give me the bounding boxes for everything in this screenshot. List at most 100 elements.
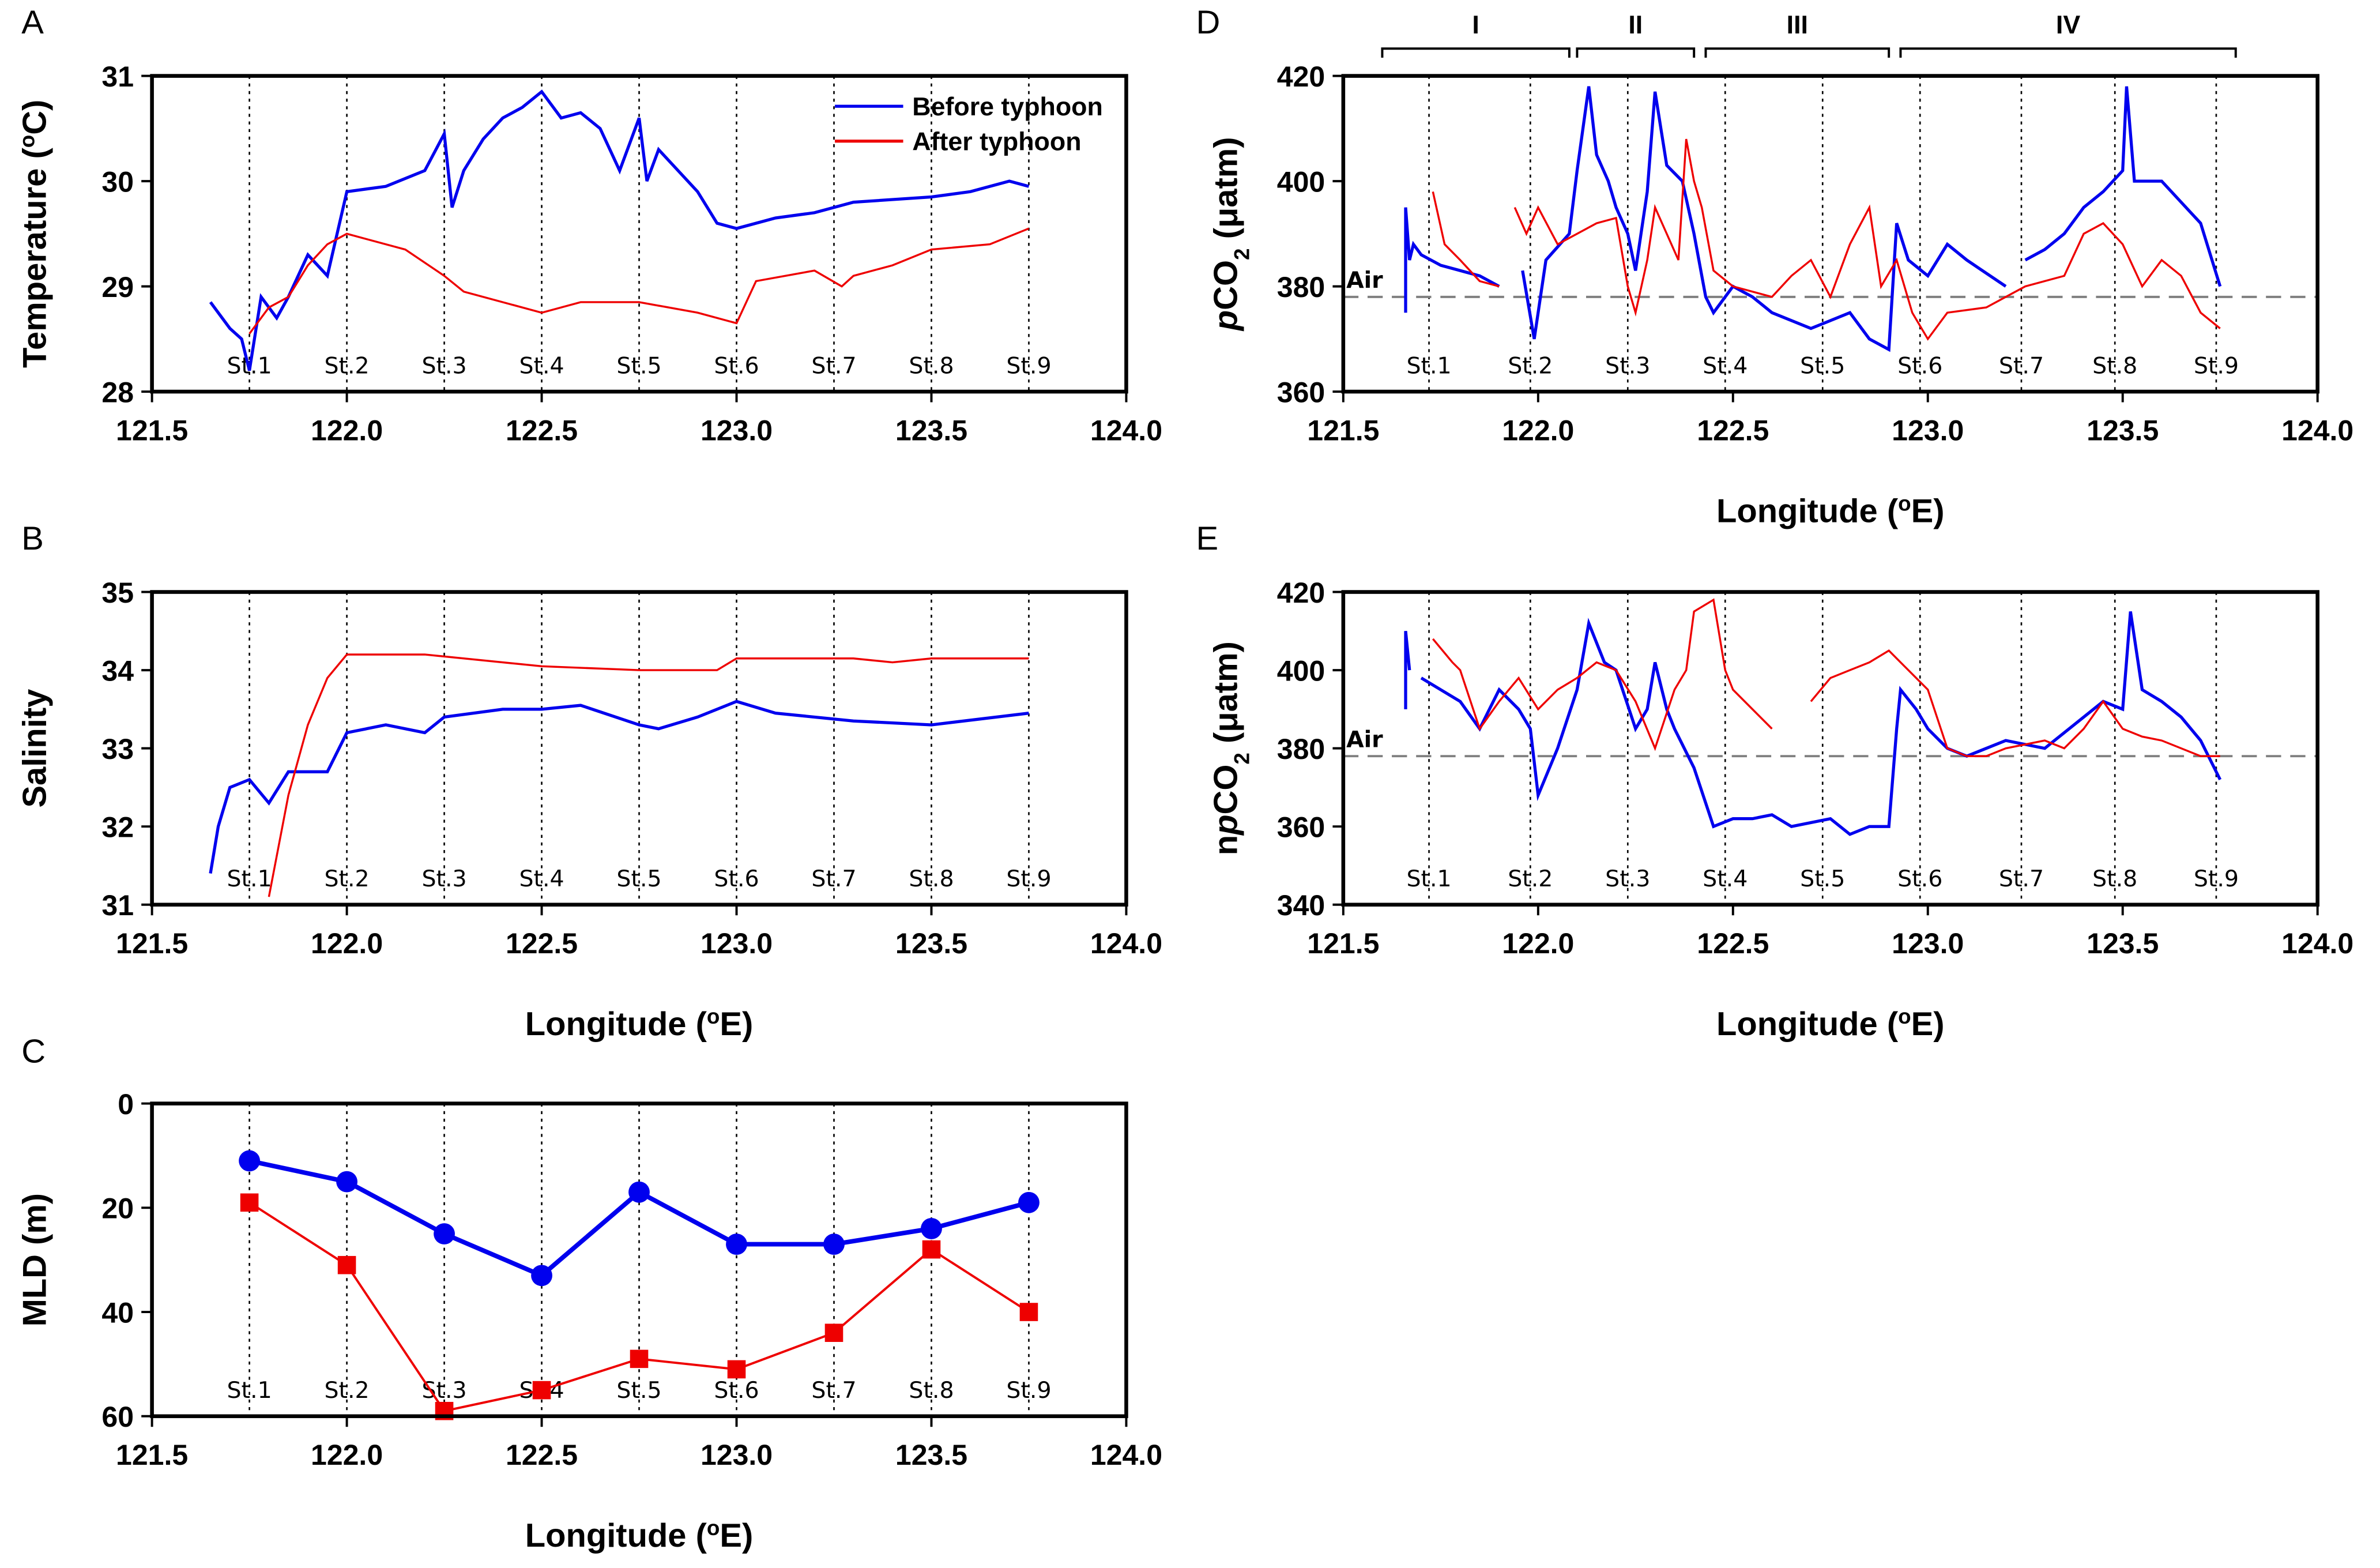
station-label: St.4 (519, 353, 564, 379)
station-label: St.5 (1800, 866, 1845, 892)
air-label: Air (1346, 267, 1383, 294)
x-tick-label: 121.5 (116, 927, 188, 960)
series-before (1404, 611, 2222, 836)
label-part: Temperature ( (16, 148, 53, 368)
label-part: n (1208, 835, 1245, 855)
station-label: St.5 (616, 1377, 661, 1404)
region-bracket (1576, 47, 1696, 58)
y-tick-label: 400 (1277, 655, 1325, 687)
data-point-square (824, 1323, 843, 1342)
x-tick-label: 123.0 (1892, 414, 1964, 446)
plot-frame (150, 1101, 1128, 1419)
data-point-square (337, 1255, 356, 1274)
y-tick-label: 0 (118, 1088, 134, 1120)
station-label: St.8 (2092, 866, 2137, 892)
series-after (1432, 598, 2220, 757)
station-label: St.2 (324, 866, 369, 892)
y-tick-label: 420 (1277, 577, 1325, 609)
x-tick-label: 123.0 (701, 927, 773, 960)
label-part: (μatm) (1208, 137, 1245, 248)
y-tick-label: 33 (101, 733, 134, 765)
data-point-square (922, 1240, 941, 1259)
label-part: C) (16, 100, 53, 135)
panel-letter: D (1196, 4, 1221, 41)
label-part: Longitude ( (525, 1006, 707, 1043)
x-tick-label: 123.5 (895, 414, 967, 446)
label-part: E) (720, 1517, 753, 1554)
y-axis-label: Temperature (oC) (15, 100, 54, 368)
series-after (268, 653, 1029, 897)
series-line (209, 700, 1029, 874)
y-axis-label: npCO2 (μatm) (1208, 641, 1254, 855)
y-tick-label: 420 (1277, 61, 1325, 93)
series-line (268, 653, 1029, 897)
station-label: St.8 (909, 866, 954, 892)
plot-frame (1341, 74, 2319, 394)
region-bracket (1704, 47, 1891, 58)
label-part: o (15, 135, 39, 148)
legend-label-before: Before typhoon (912, 92, 1103, 121)
region-bracket (1381, 47, 1571, 58)
series-before (209, 89, 1030, 371)
series-before (239, 1150, 1040, 1287)
x-axis-label: Longitude (oE) (1716, 1005, 1944, 1043)
x-tick-label: 121.5 (1307, 414, 1379, 446)
station-label: St.3 (1605, 353, 1650, 379)
label-part: E) (1911, 1006, 1945, 1043)
label-part: (μatm) (1208, 641, 1245, 753)
station-label: St.3 (1605, 866, 1650, 892)
station-label: St.6 (1897, 353, 1942, 379)
x-tick-label: 121.5 (1307, 927, 1379, 960)
x-tick-label: 124.0 (1090, 414, 1162, 446)
station-label: St.3 (421, 1377, 466, 1404)
station-label: St.2 (324, 353, 369, 379)
label-part: o (707, 1516, 720, 1540)
x-tick-label: 122.0 (311, 1439, 383, 1471)
panel-letter: B (21, 520, 44, 557)
x-tick-label: 122.0 (311, 414, 383, 446)
series-line (1521, 86, 2007, 352)
x-tick-label: 124.0 (1090, 927, 1162, 960)
label-part: Salinity (16, 689, 53, 808)
label-part: E) (720, 1006, 753, 1043)
region-label: I (1472, 10, 1479, 39)
panel-b: B St.1 St.2 St.3 St.4 St.5 St.6 St.7 St.8 St.9 121… (16, 520, 1162, 1043)
station-label: St.4 (1703, 353, 1748, 379)
station-label: St.9 (2194, 353, 2239, 379)
station-label: St.4 (1703, 866, 1748, 892)
panel-letter: C (21, 1033, 46, 1070)
legend: Before typhoon After typhoon (835, 92, 1103, 156)
station-label: St.3 (421, 353, 466, 379)
station-label: St.9 (1006, 866, 1051, 892)
station-label: St.9 (1006, 353, 1051, 379)
y-tick-label: 360 (1277, 811, 1325, 844)
y-tick-label: 380 (1277, 271, 1325, 303)
series-line (2024, 86, 2222, 287)
label-part: CO (1208, 765, 1245, 815)
series-before (209, 700, 1029, 874)
label-part: Longitude ( (525, 1517, 707, 1554)
series-before (1404, 86, 2222, 352)
x-tick-label: 122.5 (1697, 414, 1769, 446)
x-axis-label: Longitude (oE) (525, 1516, 753, 1555)
station-label: St.9 (1006, 1377, 1051, 1404)
data-point-circle (823, 1234, 845, 1255)
x-tick-label: 121.5 (116, 1439, 188, 1471)
x-tick-label: 122.5 (1697, 927, 1769, 960)
data-point-circle (628, 1181, 650, 1203)
station-label: St.6 (714, 866, 759, 892)
x-tick-label: 123.5 (2087, 927, 2159, 960)
label-part: 2 (1230, 249, 1253, 260)
station-label: St.1 (227, 1377, 272, 1404)
y-axis-label: MLD (m) (16, 1193, 53, 1327)
data-point-circle (239, 1150, 261, 1172)
y-tick-label: 30 (101, 166, 134, 198)
panel-letter: A (21, 4, 44, 41)
x-tick-label: 122.0 (1502, 927, 1574, 960)
data-point-circle (726, 1234, 747, 1255)
station-label: St.5 (616, 866, 661, 892)
y-tick-label: 40 (101, 1296, 134, 1329)
station-label: St.7 (1999, 353, 2044, 379)
data-point-circle (1018, 1191, 1040, 1213)
